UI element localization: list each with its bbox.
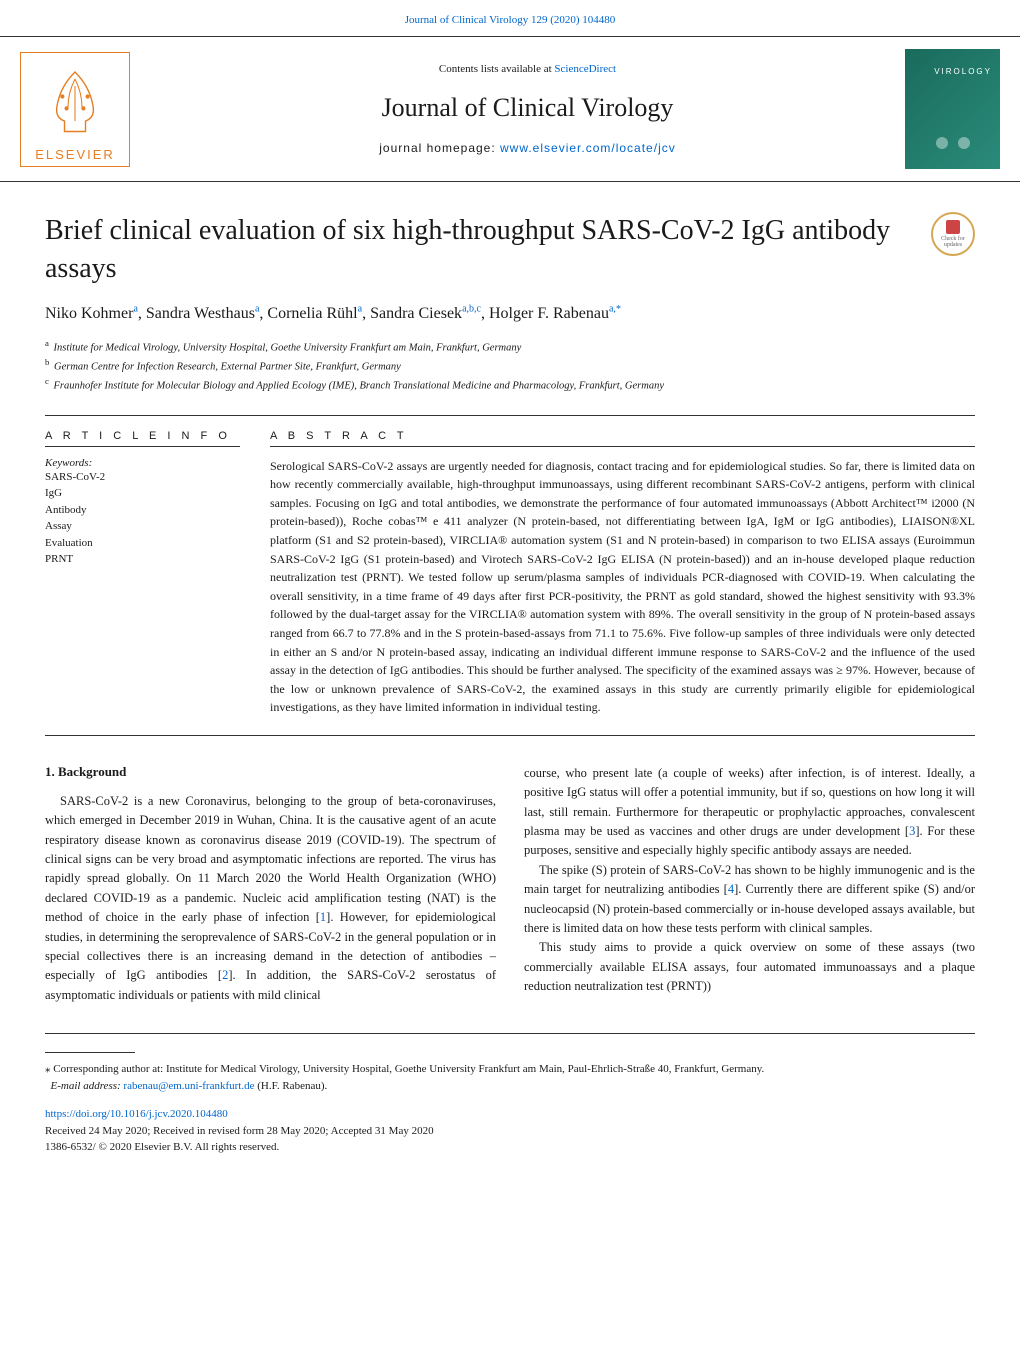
contents-prefix: Contents lists available at	[439, 63, 554, 75]
affiliation-item: a Institute for Medical Virology, Univer…	[45, 337, 975, 356]
affiliation-item: c Fraunhofer Institute for Molecular Bio…	[45, 375, 975, 394]
doi-link[interactable]: https://doi.org/10.1016/j.jcv.2020.10448…	[45, 1108, 228, 1120]
abstract-text: Serological SARS-CoV-2 assays are urgent…	[270, 457, 975, 717]
running-header: Journal of Clinical Virology 129 (2020) …	[0, 0, 1020, 36]
header-center: Contents lists available at ScienceDirec…	[150, 63, 905, 155]
keyword-item: IgG	[45, 485, 240, 502]
info-heading: A R T I C L E I N F O	[45, 430, 240, 442]
email-label: E-mail address:	[51, 1080, 124, 1092]
divider	[45, 735, 975, 736]
crossmark-badge[interactable]: Check for updates	[931, 212, 975, 256]
keyword-item: Antibody	[45, 502, 240, 519]
footnote-rule-short	[45, 1052, 135, 1053]
body-paragraph: This study aims to provide a quick overv…	[524, 938, 975, 996]
divider	[45, 415, 975, 416]
crossmark-icon	[946, 220, 960, 234]
body-paragraph: The spike (S) protein of SARS-CoV-2 has …	[524, 861, 975, 939]
cover-decoration	[936, 137, 970, 149]
publisher-logo: ELSEVIER	[20, 52, 130, 167]
authors-html: Niko Kohmera, Sandra Westhausa, Cornelia…	[45, 305, 616, 322]
corresponding-author-note: ⁎ Corresponding author at: Institute for…	[45, 1052, 975, 1094]
article-title: Brief clinical evaluation of six high-th…	[45, 212, 915, 288]
elsevier-tree-icon	[21, 53, 129, 147]
text-run: course, who present late (a couple of we…	[524, 766, 975, 838]
journal-cover-thumbnail: VIROLOGY	[905, 49, 1000, 169]
cover-title: VIROLOGY	[934, 67, 992, 76]
affiliation-list: a Institute for Medical Virology, Univer…	[45, 337, 975, 395]
email-link[interactable]: rabenau@em.uni-frankfurt.de	[123, 1080, 254, 1092]
badge-line2: updates	[944, 242, 962, 248]
abstract-rule	[270, 446, 975, 447]
sciencedirect-link[interactable]: ScienceDirect	[554, 63, 616, 75]
page-footer: https://doi.org/10.1016/j.jcv.2020.10448…	[45, 1106, 975, 1180]
info-rule	[45, 446, 240, 447]
email-suffix: (H.F. Rabenau).	[255, 1080, 328, 1092]
publisher-name: ELSEVIER	[21, 147, 129, 166]
section-heading: 1. Background	[45, 764, 496, 780]
keyword-item: PRNT	[45, 551, 240, 568]
left-column: 1. Background SARS-CoV-2 is a new Corona…	[45, 764, 496, 1005]
contents-line: Contents lists available at ScienceDirec…	[150, 63, 905, 75]
homepage-prefix: journal homepage:	[379, 141, 500, 155]
body-paragraph: SARS-CoV-2 is a new Coronavirus, belongi…	[45, 792, 496, 1005]
right-column: course, who present late (a couple of we…	[524, 764, 975, 1005]
abstract-block: A B S T R A C T Serological SARS-CoV-2 a…	[270, 430, 975, 717]
keyword-item: Evaluation	[45, 535, 240, 552]
journal-header-link[interactable]: Journal of Clinical Virology 129 (2020) …	[405, 14, 616, 26]
copyright-line: 1386-6532/ © 2020 Elsevier B.V. All righ…	[45, 1141, 279, 1153]
corresponding-asterisk: *	[616, 304, 621, 315]
body-paragraph: course, who present late (a couple of we…	[524, 764, 975, 861]
affiliation-item: b German Centre for Infection Research, …	[45, 356, 975, 375]
keyword-item: Assay	[45, 518, 240, 535]
keywords-list: SARS-CoV-2IgGAntibodyAssayEvaluationPRNT	[45, 469, 240, 568]
corresponding-marker: ⁎	[45, 1063, 51, 1075]
footnote-rule-full	[45, 1033, 975, 1034]
corresponding-text: Corresponding author at: Institute for M…	[53, 1063, 764, 1075]
received-dates: Received 24 May 2020; Received in revise…	[45, 1125, 434, 1137]
journal-header-band: ELSEVIER Contents lists available at Sci…	[0, 36, 1020, 182]
homepage-line: journal homepage: www.elsevier.com/locat…	[150, 141, 905, 155]
author-list: Niko Kohmera, Sandra Westhausa, Cornelia…	[45, 304, 975, 323]
article-info-block: A R T I C L E I N F O Keywords: SARS-CoV…	[45, 430, 240, 717]
keyword-item: SARS-CoV-2	[45, 469, 240, 486]
text-run: SARS-CoV-2 is a new Coronavirus, belongi…	[45, 794, 496, 924]
journal-title: Journal of Clinical Virology	[150, 93, 905, 123]
homepage-link[interactable]: www.elsevier.com/locate/jcv	[500, 141, 676, 155]
keywords-label: Keywords:	[45, 457, 240, 469]
abstract-heading: A B S T R A C T	[270, 430, 975, 442]
